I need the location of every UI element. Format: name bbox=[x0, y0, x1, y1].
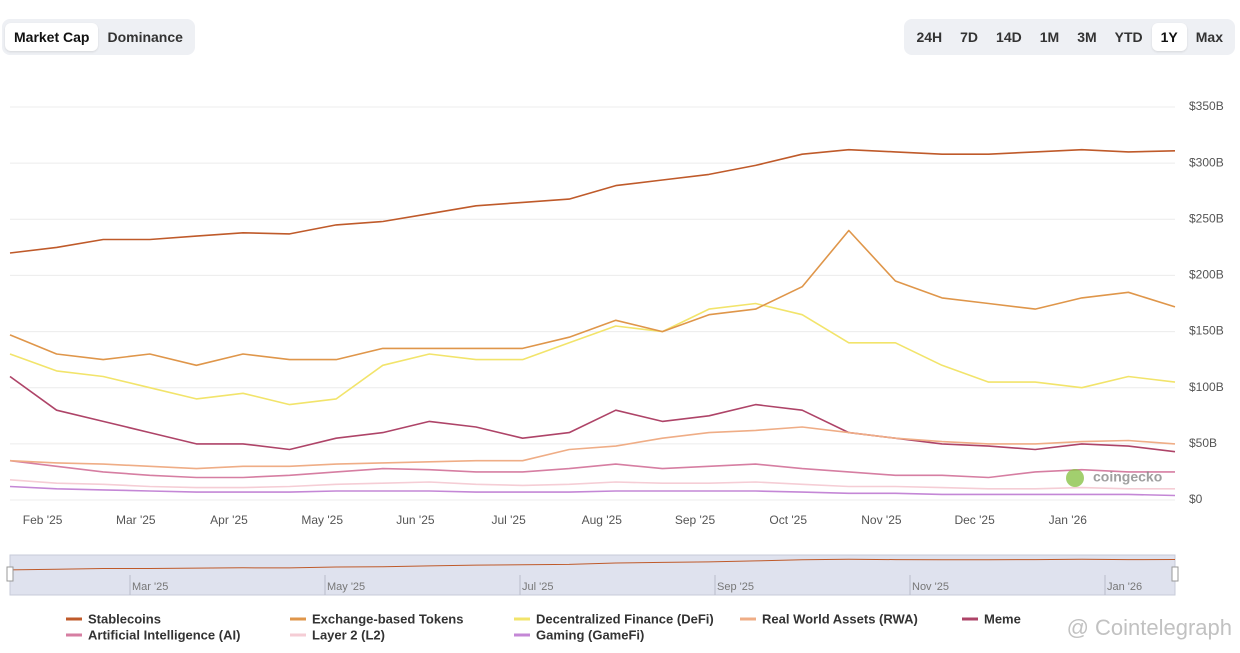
x-tick-label: Mar '25 bbox=[116, 513, 156, 527]
x-tick-label: Nov '25 bbox=[861, 513, 902, 527]
x-tick-label: Aug '25 bbox=[582, 513, 623, 527]
y-tick-label: $150B bbox=[1189, 324, 1224, 338]
y-tick-label: $50B bbox=[1189, 436, 1217, 450]
series-line bbox=[9, 459, 1175, 479]
range-button[interactable]: 24H bbox=[916, 29, 943, 45]
series-line bbox=[9, 479, 1175, 490]
x-tick-label: May '25 bbox=[301, 513, 343, 527]
range-button[interactable]: 1M bbox=[1039, 29, 1060, 45]
series-line bbox=[9, 426, 1176, 470]
y-tick-label: $250B bbox=[1189, 211, 1224, 225]
x-tick-label: Jan '26 bbox=[1049, 513, 1088, 527]
navigator-label: Mar '25 bbox=[132, 581, 168, 593]
x-tick-label: Sep '25 bbox=[675, 513, 716, 527]
legend-label: Gaming (GameFi) bbox=[536, 627, 644, 642]
series-line bbox=[9, 302, 1176, 406]
legend-label: Artificial Intelligence (AI) bbox=[88, 627, 240, 642]
x-tick-label: Oct '25 bbox=[769, 513, 807, 527]
legend-item[interactable]: Meme bbox=[962, 611, 1021, 626]
view-tabs: Market Cap Dominance bbox=[2, 19, 195, 55]
range-buttons: 24H 7D 14D 1M 3M YTD 1Y Max bbox=[904, 19, 1235, 55]
legend-label: Exchange-based Tokens bbox=[312, 611, 463, 626]
x-tick-label: Feb '25 bbox=[23, 513, 63, 527]
y-tick-label: $100B bbox=[1189, 380, 1224, 394]
x-tick-label: Jun '25 bbox=[396, 513, 435, 527]
navigator-handle[interactable] bbox=[6, 566, 14, 582]
navigator-handle[interactable] bbox=[1171, 566, 1179, 582]
legend-label: Real World Assets (RWA) bbox=[762, 611, 918, 626]
navigator-label: Sep '25 bbox=[717, 581, 754, 593]
legend-item[interactable]: Decentralized Finance (DeFi) bbox=[514, 611, 714, 626]
legend-label: Layer 2 (L2) bbox=[312, 627, 385, 642]
navigator-label: Nov '25 bbox=[912, 581, 949, 593]
legend-item[interactable]: Stablecoins bbox=[66, 611, 161, 626]
series-line bbox=[9, 375, 1176, 453]
legend-label: Decentralized Finance (DeFi) bbox=[536, 611, 714, 626]
x-tick-label: Dec '25 bbox=[954, 513, 995, 527]
legend-label: Stablecoins bbox=[88, 611, 161, 626]
y-tick-label: $200B bbox=[1189, 268, 1224, 282]
navigator-label: Jan '26 bbox=[1107, 581, 1142, 593]
legend-item[interactable]: Real World Assets (RWA) bbox=[740, 611, 918, 626]
range-button[interactable]: 14D bbox=[996, 29, 1022, 45]
y-tick-label: $350B bbox=[1189, 99, 1224, 113]
legend-item[interactable]: Layer 2 (L2) bbox=[290, 627, 385, 642]
navigator-label: May '25 bbox=[327, 581, 365, 593]
series-line bbox=[9, 148, 1176, 254]
series-line bbox=[9, 485, 1176, 497]
view-tab[interactable]: Market Cap bbox=[5, 23, 99, 51]
legend-label: Meme bbox=[984, 611, 1021, 626]
watermark-logo bbox=[1066, 469, 1084, 487]
watermark: coingecko bbox=[1093, 469, 1162, 485]
navigator-label: Jul '25 bbox=[522, 581, 553, 593]
range-button[interactable]: 3M bbox=[1077, 29, 1097, 45]
range-button[interactable]: YTD bbox=[1114, 29, 1143, 45]
view-tab[interactable]: Dominance bbox=[107, 29, 183, 45]
navigator-line bbox=[9, 558, 1176, 571]
legend-item[interactable]: Artificial Intelligence (AI) bbox=[66, 627, 240, 642]
range-button[interactable]: 1Y bbox=[1151, 23, 1187, 51]
navigator bbox=[9, 554, 1176, 596]
x-tick-label: Jul '25 bbox=[491, 513, 526, 527]
range-button[interactable]: Max bbox=[1195, 29, 1223, 45]
legend-item[interactable]: Exchange-based Tokens bbox=[290, 611, 463, 626]
series-line bbox=[9, 229, 1176, 367]
y-tick-label: $0 bbox=[1189, 492, 1203, 506]
watermark: @ Cointelegraph bbox=[1067, 615, 1232, 640]
range-button[interactable]: 7D bbox=[960, 29, 979, 45]
x-tick-label: Apr '25 bbox=[210, 513, 248, 527]
y-tick-label: $300B bbox=[1189, 155, 1224, 169]
legend-item[interactable]: Gaming (GameFi) bbox=[514, 627, 644, 642]
